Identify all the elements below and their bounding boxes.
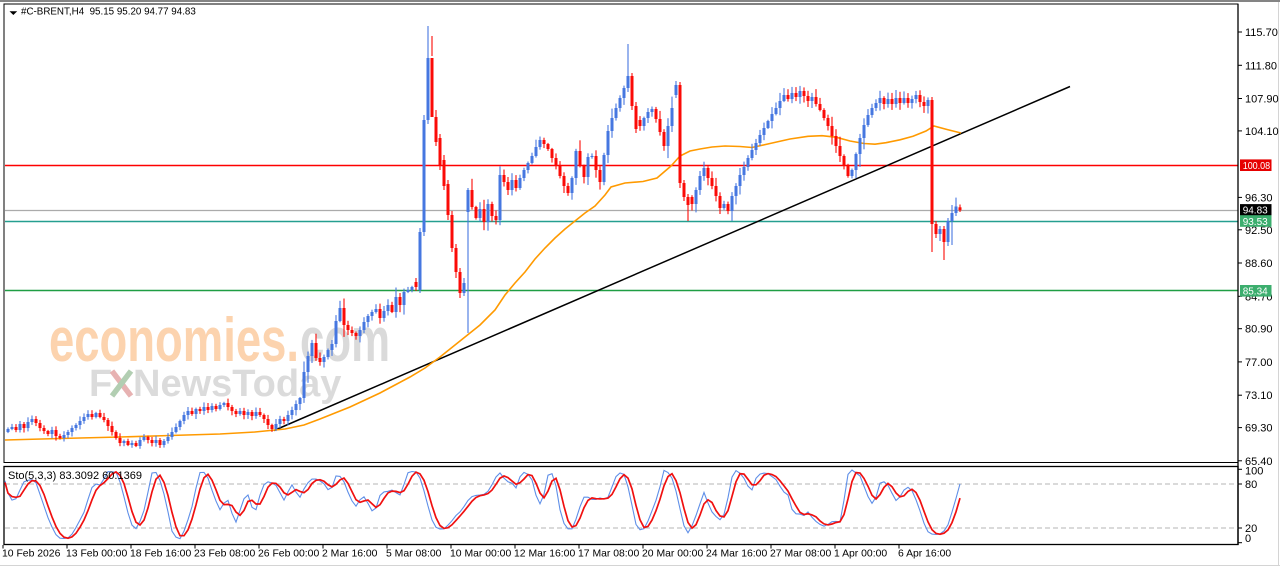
svg-text:85.34: 85.34 xyxy=(1243,287,1268,298)
svg-text:92.50: 92.50 xyxy=(1245,225,1273,237)
svg-text:69.30: 69.30 xyxy=(1245,423,1273,435)
svg-text:27 Mar 08:00: 27 Mar 08:00 xyxy=(770,549,831,560)
svg-text:104.10: 104.10 xyxy=(1245,126,1279,138)
svg-text:1 Apr 00:00: 1 Apr 00:00 xyxy=(834,549,887,560)
svg-text:93.53: 93.53 xyxy=(1243,217,1268,228)
svg-text:10 Mar 00:00: 10 Mar 00:00 xyxy=(450,549,511,560)
svg-text:73.10: 73.10 xyxy=(1245,390,1273,402)
svg-text:18 Feb 16:00: 18 Feb 16:00 xyxy=(130,549,191,560)
svg-text:13 Feb 00:00: 13 Feb 00:00 xyxy=(66,549,127,560)
svg-text:F: F xyxy=(89,363,112,405)
svg-text:6 Apr 16:00: 6 Apr 16:00 xyxy=(898,549,951,560)
svg-text:100.08: 100.08 xyxy=(1243,161,1271,172)
svg-text:5 Mar 08:00: 5 Mar 08:00 xyxy=(386,549,442,560)
svg-text:94.83: 94.83 xyxy=(1243,206,1268,217)
svg-text:0: 0 xyxy=(1245,533,1251,545)
svg-text:88.60: 88.60 xyxy=(1245,258,1273,270)
svg-text:26 Feb 00:00: 26 Feb 00:00 xyxy=(258,549,319,560)
svg-text:17 Mar 08:00: 17 Mar 08:00 xyxy=(578,549,639,560)
svg-text:107.90: 107.90 xyxy=(1245,94,1279,106)
svg-text:#C-BRENT,H4 95.15 95.20 94.77: #C-BRENT,H4 95.15 95.20 94.77 94.83 xyxy=(21,7,196,18)
svg-text:2 Mar 16:00: 2 Mar 16:00 xyxy=(322,549,378,560)
svg-text:NewsToday: NewsToday xyxy=(133,363,341,405)
svg-text:80.90: 80.90 xyxy=(1245,324,1273,336)
svg-text:77.00: 77.00 xyxy=(1245,357,1273,369)
svg-text:20: 20 xyxy=(1245,523,1257,535)
svg-text:96.30: 96.30 xyxy=(1245,192,1273,204)
svg-text:economies.: economies. xyxy=(49,306,299,375)
svg-text:65.40: 65.40 xyxy=(1245,456,1273,468)
svg-text:Sto(5,3,3) 83.3092 60.1369: Sto(5,3,3) 83.3092 60.1369 xyxy=(8,470,142,482)
svg-text:20 Mar 00:00: 20 Mar 00:00 xyxy=(642,549,703,560)
svg-text:111.80: 111.80 xyxy=(1245,60,1277,72)
svg-text:12 Mar 16:00: 12 Mar 16:00 xyxy=(514,549,575,560)
svg-text:10 Feb 2026: 10 Feb 2026 xyxy=(2,549,61,560)
svg-text:100: 100 xyxy=(1245,465,1263,477)
svg-text:115.70: 115.70 xyxy=(1245,27,1278,39)
svg-text:80: 80 xyxy=(1245,479,1257,491)
svg-text:23 Feb 08:00: 23 Feb 08:00 xyxy=(194,549,255,560)
svg-text:24 Mar 16:00: 24 Mar 16:00 xyxy=(706,549,767,560)
